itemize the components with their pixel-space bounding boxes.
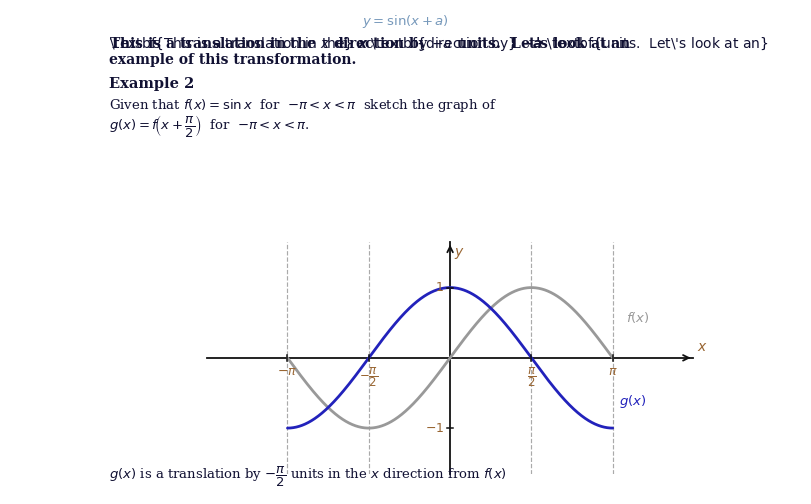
Text: $y$: $y$ [454,246,465,261]
Text: $1$: $1$ [436,281,444,294]
Text: $g(x) = f\!\left(x + \dfrac{\pi}{2}\right)$  for  $-\pi < x < \pi$.: $g(x) = f\!\left(x + \dfrac{\pi}{2}\righ… [109,113,311,140]
Text: $x$: $x$ [697,340,708,354]
Text: example of this transformation.: example of this transformation. [109,53,357,67]
Text: $-\dfrac{\pi}{2}$: $-\dfrac{\pi}{2}$ [359,365,379,389]
Text: $g(x)$ is a translation by $-\dfrac{\pi}{2}$ units in the $x$ direction from $f(: $g(x)$ is a translation by $-\dfrac{\pi}… [109,465,508,489]
Text: $f(x)$: $f(x)$ [625,309,650,325]
Text: $\dfrac{\pi}{2}$: $\dfrac{\pi}{2}$ [526,365,536,389]
Text: $\pi$: $\pi$ [608,365,617,378]
Text: $-1$: $-1$ [425,421,444,434]
Text: \textbf{This is a translation in the} $\boldsymbol{x}$ \textbf{direction by} $\b: \textbf{This is a translation in the} $\… [109,35,769,53]
Text: $g(x)$: $g(x)$ [619,393,646,410]
Text: Given that $f(x) = \sin x$  for  $-\pi < x < \pi$  sketch the graph of: Given that $f(x) = \sin x$ for $-\pi < x… [109,97,497,114]
Text: $-\pi$: $-\pi$ [277,365,298,378]
Text: This is a translation in the $x$ direction by $-a$ units.  Let's look at an: This is a translation in the $x$ directi… [109,35,632,53]
Text: $y = \sin(x + a)$: $y = \sin(x + a)$ [362,13,449,30]
Text: Example 2: Example 2 [109,77,195,91]
